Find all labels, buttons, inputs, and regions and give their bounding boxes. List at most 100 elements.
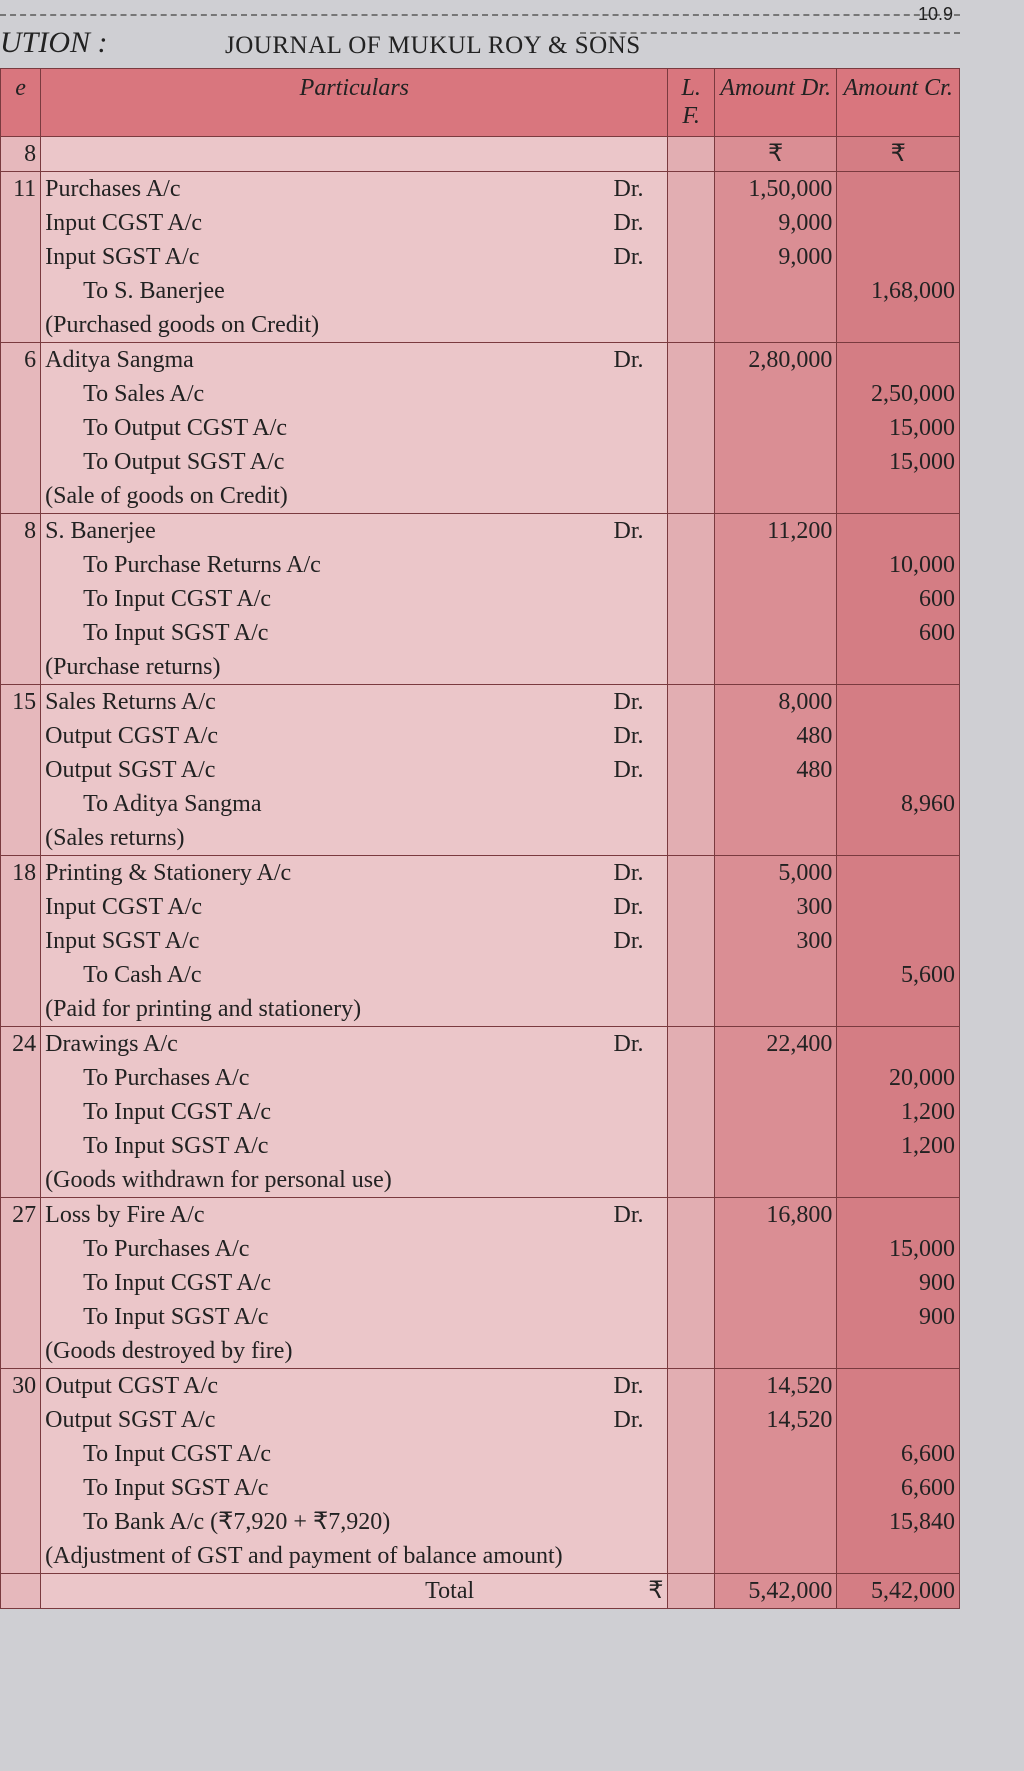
entry-date: [0, 1300, 42, 1335]
account-text: (Sales returns): [45, 825, 185, 852]
credit-amount: [836, 513, 960, 549]
debit-amount: 14,520: [713, 1403, 838, 1438]
lf-cell: [667, 1368, 715, 1404]
lf-cell: [667, 821, 715, 856]
journal-line: To Input SGST A/c 6,600: [0, 1471, 960, 1506]
account-text: Aditya Sangma: [45, 347, 194, 374]
credit-amount: 5,600: [836, 958, 960, 993]
lf-cell: [667, 855, 715, 891]
journal-line: To S. Banerjee 1,68,000: [0, 274, 960, 309]
lf-cell: [667, 1129, 715, 1164]
account-text: (Goods withdrawn for personal use): [45, 1167, 392, 1194]
lf-cell: [667, 719, 715, 754]
debit-amount: [713, 1437, 838, 1472]
lf-cell: [667, 1061, 715, 1096]
lf-cell: [667, 1539, 715, 1574]
entry-date: [0, 1163, 42, 1198]
lf-cell: [667, 513, 715, 549]
journal-line: (Sale of goods on Credit): [0, 479, 960, 514]
particulars-header: Particulars: [40, 67, 669, 138]
dr-mark: [643, 377, 663, 411]
debit-amount: [713, 821, 838, 856]
dr-mark: [643, 1163, 663, 1197]
account-text: To Input SGST A/c: [83, 1475, 269, 1502]
debit-amount: [713, 1061, 838, 1096]
account-text: To Cash A/c: [83, 962, 202, 989]
lf-cell: [667, 787, 715, 822]
entry-date: [0, 1061, 42, 1096]
journal-line: (Adjustment of GST and payment of balanc…: [0, 1539, 960, 1574]
account-text: Printing & Stationery A/c: [45, 860, 292, 887]
journal-line: (Purchase returns): [0, 650, 960, 685]
entry-date: [0, 1129, 42, 1164]
dashed-rule: [580, 32, 960, 34]
credit-amount: 15,840: [836, 1505, 960, 1540]
debit-amount: 2,80,000: [713, 342, 838, 378]
credit-amount: 20,000: [836, 1061, 960, 1096]
journal-line: (Paid for printing and stationery): [0, 992, 960, 1027]
entry-date: [0, 308, 42, 343]
dr-mark: Dr.: [613, 723, 644, 750]
dr-mark: [643, 1232, 663, 1266]
account-text: Output CGST A/c: [45, 723, 219, 750]
journal-line: 24 Drawings A/c Dr. 22,400: [0, 1026, 960, 1062]
debit-amount: 14,520: [713, 1368, 838, 1404]
debit-amount: [713, 616, 838, 651]
currency-dr: ₹: [713, 136, 838, 172]
account-text: Sales Returns A/c: [45, 689, 216, 716]
entry-date: [0, 1334, 42, 1369]
dr-mark: Dr.: [613, 928, 644, 955]
account-text: To Bank A/c (₹7,920 + ₹7,920): [83, 1509, 391, 1536]
journal-line: To Input SGST A/c 1,200: [0, 1129, 960, 1164]
entry-date: 27: [0, 1197, 42, 1233]
entry-date: [0, 616, 42, 651]
dr-mark: Dr.: [613, 518, 644, 545]
entry-date: [0, 650, 42, 685]
debit-amount: 22,400: [713, 1026, 838, 1062]
lf-cell: [667, 616, 715, 651]
account-text: (Goods destroyed by fire): [45, 1338, 293, 1365]
debit-amount: [713, 1232, 838, 1267]
journal-line: Input CGST A/c Dr. 300: [0, 890, 960, 925]
account-text: (Sale of goods on Credit): [45, 483, 288, 510]
debit-amount: [713, 1539, 838, 1574]
dr-mark: [643, 479, 663, 513]
debit-amount: 9,000: [713, 240, 838, 275]
credit-amount: 10,000: [836, 548, 960, 583]
lf-cell: [667, 1334, 715, 1369]
journal-line: To Sales A/c 2,50,000: [0, 377, 960, 412]
account-text: (Purchase returns): [45, 654, 221, 681]
dr-mark: [643, 650, 663, 684]
entry-date: 15: [0, 684, 42, 720]
dr-mark: [643, 274, 663, 308]
entry-date: [0, 1266, 42, 1301]
page-number: 10.9: [918, 4, 954, 24]
lf-cell: [667, 1095, 715, 1130]
entry-date: [0, 274, 42, 309]
account-text: Input CGST A/c: [45, 210, 203, 237]
debit-amount: 11,200: [713, 513, 838, 549]
lf-cell: [667, 650, 715, 685]
dr-mark: Dr.: [613, 210, 644, 237]
lf-cell: [667, 308, 715, 343]
entry-date: [0, 377, 42, 412]
entry-date: [0, 479, 42, 514]
solution-label: UTION :: [0, 26, 108, 59]
account-text: Input CGST A/c: [45, 894, 203, 921]
entry-date: [0, 1505, 42, 1540]
lf-cell: [667, 753, 715, 788]
journal-line: To Bank A/c (₹7,920 + ₹7,920) 15,840: [0, 1505, 960, 1540]
debit-amount: [713, 1095, 838, 1130]
debit-amount: [713, 787, 838, 822]
entry-date: 8: [0, 513, 42, 549]
journal-line: To Purchase Returns A/c 10,000: [0, 548, 960, 583]
credit-amount: [836, 308, 960, 343]
lf-cell: [667, 1437, 715, 1472]
journal-line: Output SGST A/c Dr. 14,520: [0, 1403, 960, 1438]
account-text: Purchases A/c: [45, 176, 181, 203]
credit-amount: 6,600: [836, 1437, 960, 1472]
account-text: (Paid for printing and stationery): [45, 996, 362, 1023]
journal-line: (Goods destroyed by fire): [0, 1334, 960, 1369]
lf-cell: [667, 1471, 715, 1506]
credit-amount: 900: [836, 1300, 960, 1335]
